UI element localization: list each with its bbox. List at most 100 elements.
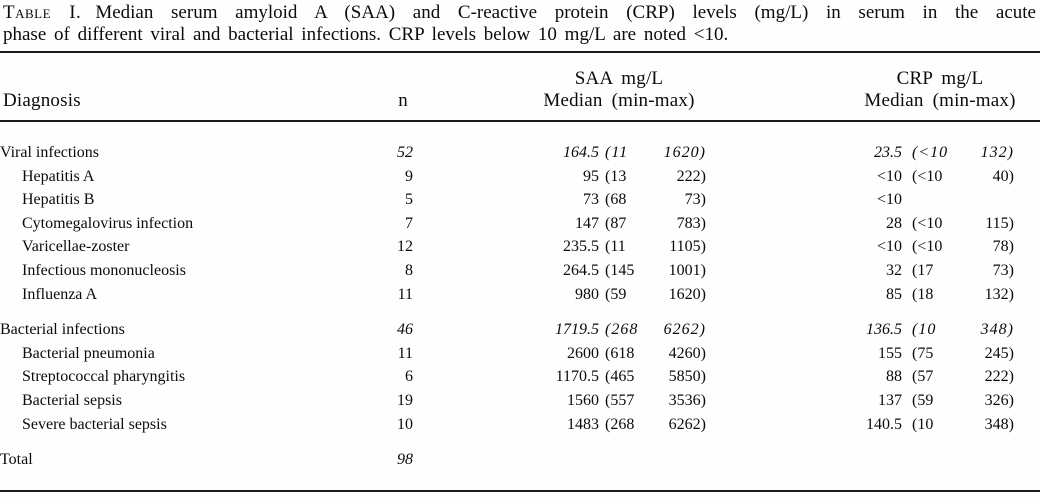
table-row: Streptococcal pharyngitis 6 1170.5 (465 …	[0, 365, 1040, 389]
diagnosis-cell: Viral infections	[0, 144, 100, 161]
crp-median-cell: 137	[878, 391, 902, 409]
saa-median-cell: 73	[583, 191, 599, 209]
table-header-row: Diagnosis n SAA mg/L Median (min-max) CR…	[0, 53, 1040, 122]
diagnosis-cell: Bacterial infections	[0, 321, 125, 339]
saa-min-value: (11	[605, 144, 629, 161]
saa-header-line2: Median (min-max)	[543, 90, 695, 111]
crp-min-value: (18	[912, 285, 934, 303]
table-row: Total 98	[0, 448, 1040, 472]
table-row: Bacterial sepsis 19 1560 (557 3536) 137 …	[0, 389, 1040, 413]
crp-range-cell: (10 348)	[902, 318, 1014, 342]
n-cell: 19	[397, 391, 413, 409]
crp-min-value: (59	[912, 391, 934, 409]
saa-range-cell: (618 4260)	[599, 342, 706, 366]
saa-max-value: 222)	[676, 167, 706, 185]
crp-median-cell: 85	[886, 285, 902, 303]
saa-min-value: (465	[605, 368, 635, 386]
diagnosis-cell: Hepatitis A	[22, 167, 95, 185]
n-cell: 98	[397, 451, 413, 469]
saa-range-cell: (268 6262)	[599, 318, 706, 342]
n-cell: 11	[397, 344, 413, 362]
crp-range-cell: (<10 132)	[902, 141, 1014, 165]
saa-median-cell: 235.5	[563, 238, 599, 256]
crp-max-value: 132)	[984, 285, 1014, 303]
saa-max-value: 1620)	[663, 144, 706, 161]
crp-max-value: 245)	[984, 344, 1014, 362]
crp-max-value: 348)	[980, 321, 1014, 339]
crp-max-value: 40)	[992, 167, 1014, 185]
n-cell: 52	[397, 144, 413, 161]
saa-median-cell: 1719.5	[555, 321, 599, 339]
saa-range-cell: (465 5850)	[599, 365, 706, 389]
crp-min-value: (<10	[912, 167, 943, 185]
saa-median-cell: 1560	[567, 391, 599, 409]
saa-median-cell: 95	[583, 167, 599, 185]
n-cell: 7	[405, 214, 413, 232]
saa-median-cell	[413, 448, 599, 472]
diagnosis-cell: Varicellae-zoster	[22, 238, 130, 256]
diagnosis-cell: Influenza A	[22, 285, 98, 303]
column-header-diagnosis: Diagnosis	[3, 90, 81, 111]
table-row: Infectious mononucleosis 8 264.5 (145 10…	[0, 259, 1040, 283]
crp-median-cell: 28	[886, 214, 902, 232]
crp-median-cell: 88	[886, 368, 902, 386]
crp-min-value: (<10	[912, 238, 943, 256]
saa-median-cell: 164.5	[563, 144, 599, 161]
crp-range-cell: (<10 40)	[902, 165, 1014, 189]
crp-range-cell: (59 326)	[902, 389, 1014, 413]
crp-range-cell: (57 222)	[902, 365, 1014, 389]
diagnosis-cell: Bacterial pneumonia	[22, 344, 155, 362]
n-cell: 12	[397, 238, 413, 256]
saa-min-value: (68	[605, 191, 627, 209]
crp-min-value: (57	[912, 368, 934, 386]
crp-range-cell: (<10 78)	[902, 235, 1014, 259]
crp-range-cell: (18 132)	[902, 283, 1014, 307]
saa-median-cell: 264.5	[563, 261, 599, 279]
table-row: Viral infections 52 164.5 (11 1620) 23.5…	[0, 141, 1040, 165]
crp-median-cell: 140.5	[866, 415, 902, 433]
crp-median-cell: 155	[878, 344, 902, 362]
crp-max-value: 78)	[992, 238, 1014, 256]
n-cell: 8	[405, 261, 413, 279]
crp-max-value: 115)	[985, 214, 1014, 232]
diagnosis-cell: Streptococcal pharyngitis	[22, 368, 186, 386]
saa-max-value: 6262)	[663, 321, 706, 339]
table-row: Cytomegalovirus infection 7 147 (87 783)…	[0, 212, 1040, 236]
crp-min-value: (<10	[912, 214, 943, 232]
saa-min-value: (13	[605, 167, 627, 185]
crp-min-value: (10	[912, 321, 937, 339]
saa-median-cell: 980	[575, 285, 599, 303]
bottom-rule	[0, 489, 1040, 492]
table-row: Varicellae-zoster 12 235.5 (11 1105) <10…	[0, 235, 1040, 259]
crp-max-value: 222)	[984, 368, 1014, 386]
saa-range-cell: (268 6262)	[599, 413, 706, 437]
saa-median-cell: 2600	[567, 344, 599, 362]
saa-range-cell: (11 1620)	[599, 141, 706, 165]
saa-header-line1: SAA mg/L	[574, 68, 664, 89]
saa-range-cell: (87 783)	[599, 212, 706, 236]
saa-max-value: 3536)	[668, 391, 706, 409]
table-row: Bacterial infections 46 1719.5 (268 6262…	[0, 318, 1040, 342]
crp-range-cell: (17 73)	[902, 259, 1014, 283]
saa-range-cell	[599, 448, 706, 472]
diagnosis-cell: Severe bacterial sepsis	[22, 415, 167, 433]
crp-header-line2: Median (min-max)	[864, 90, 1016, 111]
saa-max-value: 4260)	[668, 344, 706, 362]
table-row: Bacterial pneumonia 11 2600 (618 4260) 1…	[0, 342, 1040, 366]
column-header-n: n	[398, 90, 408, 111]
table-caption: Table I. Median serum amyloid A (SAA) and…	[0, 0, 1040, 46]
saa-min-value: (11	[605, 238, 626, 256]
saa-min-value: (59	[605, 285, 627, 303]
crp-median-cell: <10	[876, 238, 902, 256]
top-rule	[0, 51, 1040, 53]
crp-median-cell: 136.5	[866, 321, 902, 339]
caption-line-2: phase of different viral and bacterial i…	[3, 24, 729, 45]
crp-median-cell	[706, 448, 902, 472]
table-row: Hepatitis B 5 73 (68 73) <10	[0, 188, 1040, 212]
crp-median-cell: 23.5	[874, 144, 902, 161]
saa-min-value: (268	[605, 415, 635, 433]
n-cell: 11	[397, 285, 413, 303]
crp-range-cell: (<10 115)	[902, 212, 1014, 236]
caption-text-1: Median serum amyloid A (SAA) and C-react…	[95, 2, 1036, 23]
